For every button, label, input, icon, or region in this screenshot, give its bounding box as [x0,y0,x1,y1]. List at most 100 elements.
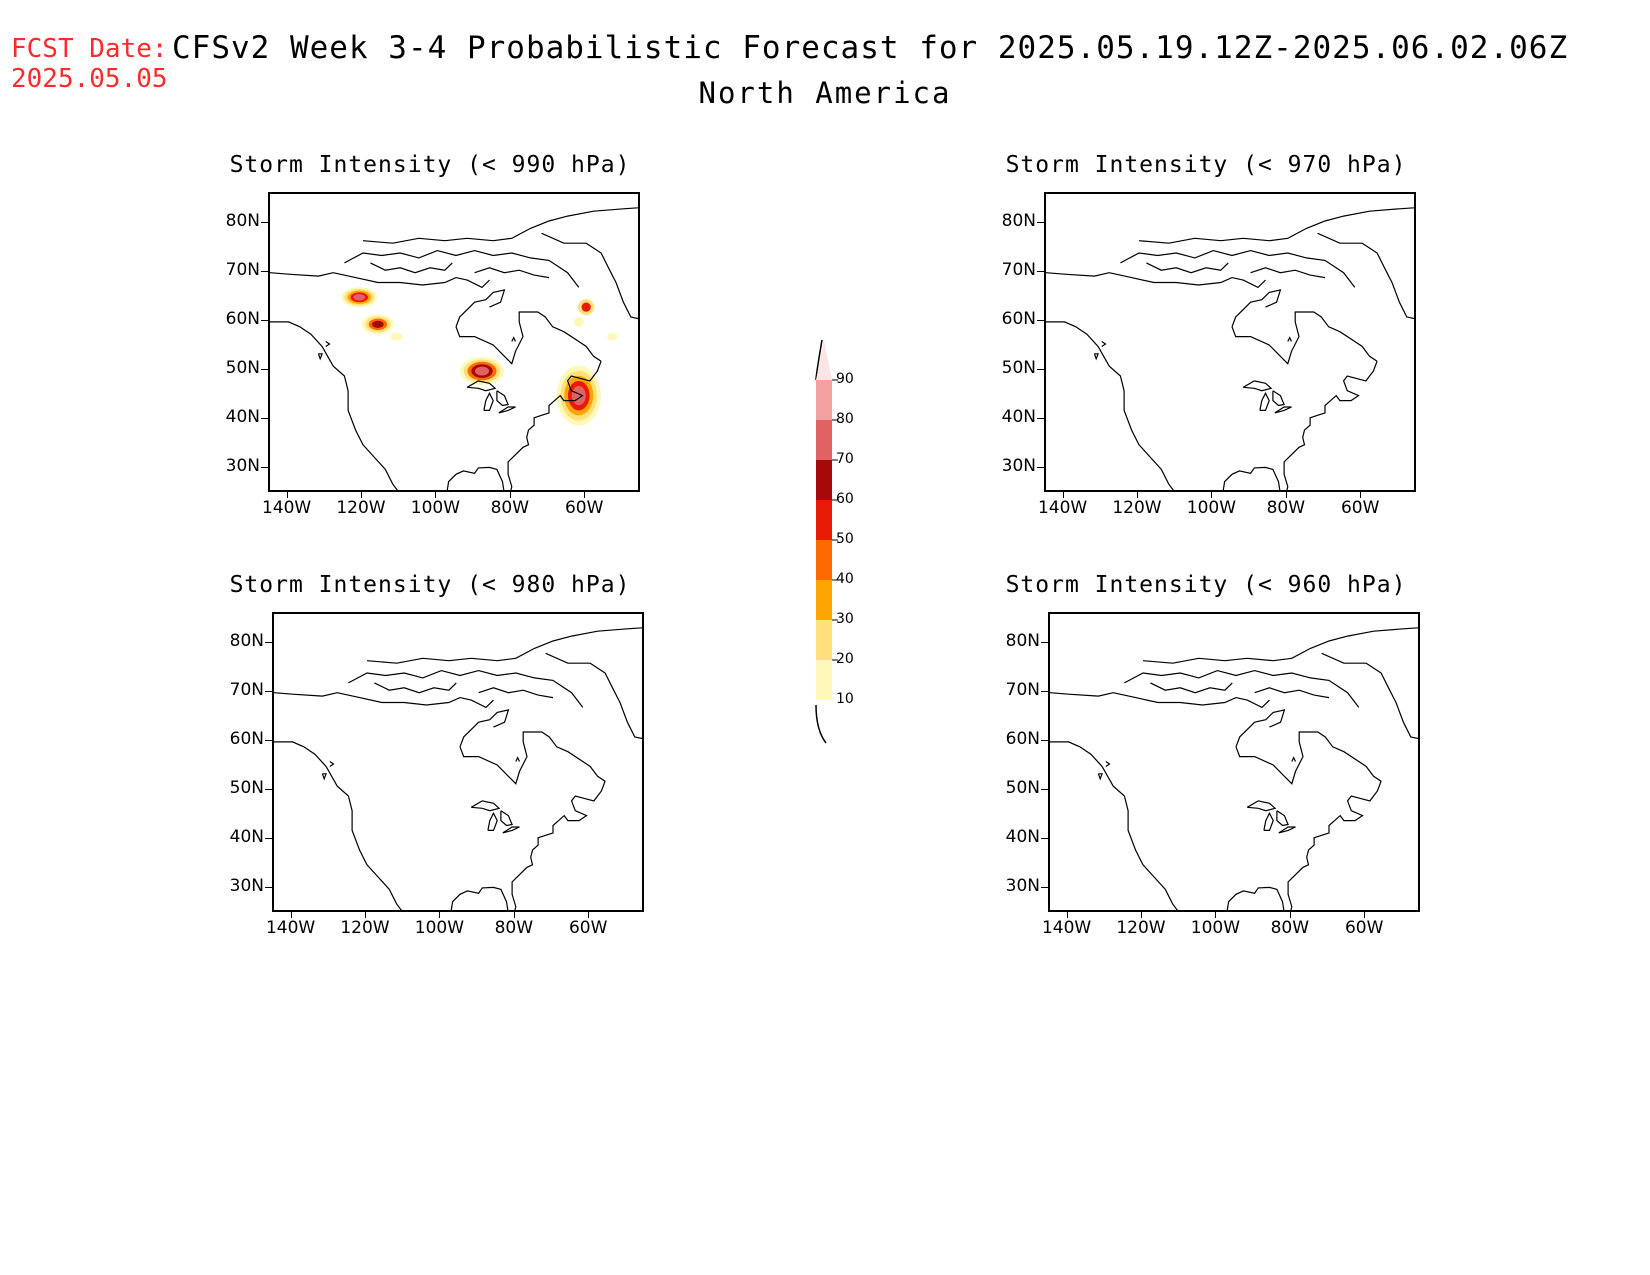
lat-label: 40N [225,407,260,428]
lon-label: 100W [1190,918,1241,938]
lat-label: 60N [229,728,264,749]
coastline [1105,761,1111,767]
page-title: CFSv2 Week 3-4 Probabilistic Forecast fo… [172,30,1569,66]
coastline [502,826,520,834]
lon-tick [1066,912,1068,918]
coastline [455,289,506,328]
lat-label: 70N [1001,259,1036,280]
coastline [1276,810,1289,827]
coastline [1246,800,1277,812]
coastline [1120,249,1356,288]
coastline [446,466,505,490]
lat-label: 60N [1005,728,1040,749]
coastline [1097,773,1103,781]
coastline [1226,886,1285,910]
colorbar-label: 40 [836,571,854,587]
lat-label: 30N [225,456,260,477]
coastline [1093,353,1099,361]
coastline [1242,380,1273,392]
north-america-map [274,627,642,910]
coastline [478,687,554,699]
colorbar-segment [816,580,832,620]
coastline [1146,262,1229,274]
coastline [1317,232,1414,320]
map-frame [268,192,640,492]
lat-tick [265,789,272,791]
probability-contour [607,332,618,341]
coastline [366,627,642,664]
coastline [455,311,602,365]
lon-label: 60W [1344,918,1384,938]
lat-tick [261,221,268,223]
coastline [545,652,642,740]
fcst-date-block: FCST Date: 2025.05.05 [11,34,168,94]
coastline [459,731,606,785]
coastline [1259,391,1270,411]
coastline [329,761,335,767]
lat-label: 40N [1001,407,1036,428]
lon-label: 100W [410,498,461,518]
panel-960hpa: Storm Intensity (< 960 hPa) 80N 70N 60N 50N… [976,560,1436,940]
colorbar-graphic [815,339,838,744]
lon-label: 80W [494,918,534,938]
lat-label: 80N [225,210,260,231]
probability-contour [581,302,591,312]
lon-label: 60W [568,918,608,938]
coastline [317,353,323,361]
colorbar-segment [816,460,832,500]
lon-tick [1211,492,1213,498]
coastline [1231,311,1378,365]
colorbar-label: 10 [836,691,854,707]
panel-title: Storm Intensity (< 970 hPa) [1005,152,1407,178]
coastline [1124,669,1360,708]
coastline [541,232,638,320]
lon-label: 120W [1112,498,1162,518]
lat-tick [265,887,272,889]
lat-label: 40N [229,827,264,848]
lat-label: 50N [229,778,264,799]
colorbar-segment [816,540,832,580]
lat-tick [1037,369,1044,371]
lat-tick [1037,418,1044,420]
colorbar-label: 30 [836,611,854,627]
lat-label: 30N [1005,876,1040,897]
coastline [1291,756,1297,762]
coastline [511,780,606,910]
coastline [1101,341,1107,347]
coastline [1287,336,1293,342]
lat-tick [1041,887,1048,889]
north-america-map [270,207,638,490]
lat-label: 70N [225,259,260,280]
lat-tick [265,690,272,692]
coastline [1263,811,1274,831]
colorbar-label: 80 [836,411,854,427]
coastline [498,406,516,414]
coastline [1321,652,1418,740]
lat-tick [1041,789,1048,791]
coastline [1138,207,1414,244]
panel-980hpa: Storm Intensity (< 980 hPa) 80N 70N 60N 50N… [200,560,660,940]
lon-label: 140W [1037,498,1088,518]
coastline [1250,267,1326,279]
lon-tick [588,912,590,918]
probability-contour [372,320,384,328]
coastline [1142,627,1418,664]
coastline [270,321,398,490]
lon-label: 60W [564,498,604,518]
coastline [1231,289,1282,328]
lat-tick [1037,319,1044,321]
lat-tick [265,838,272,840]
panel-990hpa: Storm Intensity (< 990 hPa) 80N 70N 60N 50N… [200,140,660,520]
colorbar-segment [816,420,832,460]
coastline [1278,826,1296,834]
probability-contour [353,294,366,301]
lat-tick [261,319,268,321]
coastline [325,341,331,347]
lon-label: 100W [1186,498,1237,518]
panel-970hpa: Storm Intensity (< 970 hPa) 80N 70N 60N 50N… [976,140,1436,520]
lon-label: 100W [414,918,465,938]
lat-label: 50N [1001,358,1036,379]
lon-label: 80W [1266,498,1306,518]
lat-label: 60N [1001,308,1036,329]
colorbar-segment [816,620,832,660]
